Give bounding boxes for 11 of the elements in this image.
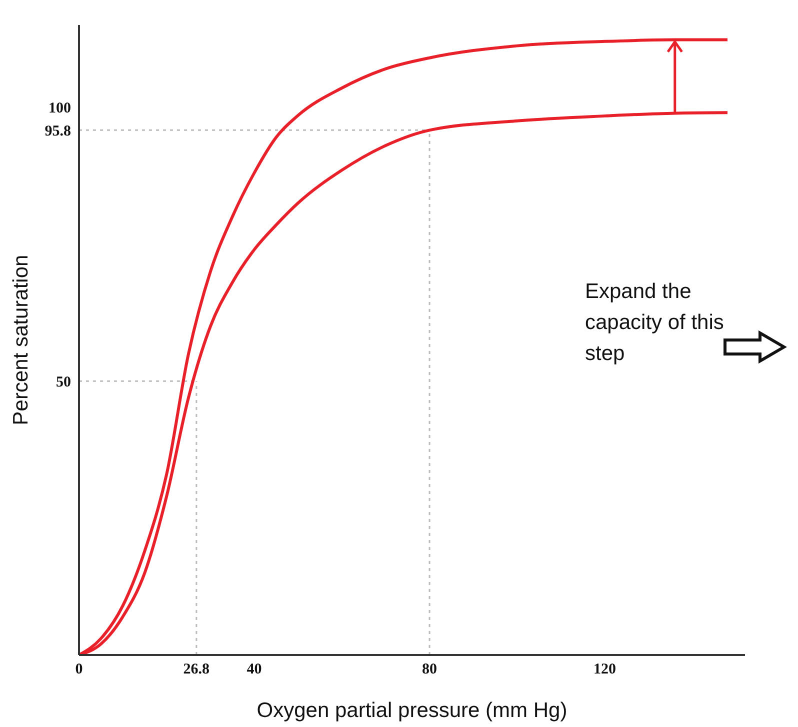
x-tick-label: 0 bbox=[75, 662, 83, 678]
y-tick-label: 50 bbox=[56, 374, 71, 390]
y-tick-label: 95.8 bbox=[44, 124, 71, 140]
x-axis-title: Oxygen partial pressure (mm Hg) bbox=[256, 699, 568, 722]
x-tick-label: 80 bbox=[422, 662, 438, 678]
x-tick-label: 40 bbox=[246, 662, 262, 678]
y-axis-title: Percent saturation bbox=[9, 254, 32, 426]
annotation: Expand the capacity of this step bbox=[585, 279, 725, 367]
x-tick-label: 26.8 bbox=[183, 662, 210, 678]
y-tick-label: 100 bbox=[48, 100, 71, 116]
x-tick-label: 120 bbox=[594, 662, 616, 678]
